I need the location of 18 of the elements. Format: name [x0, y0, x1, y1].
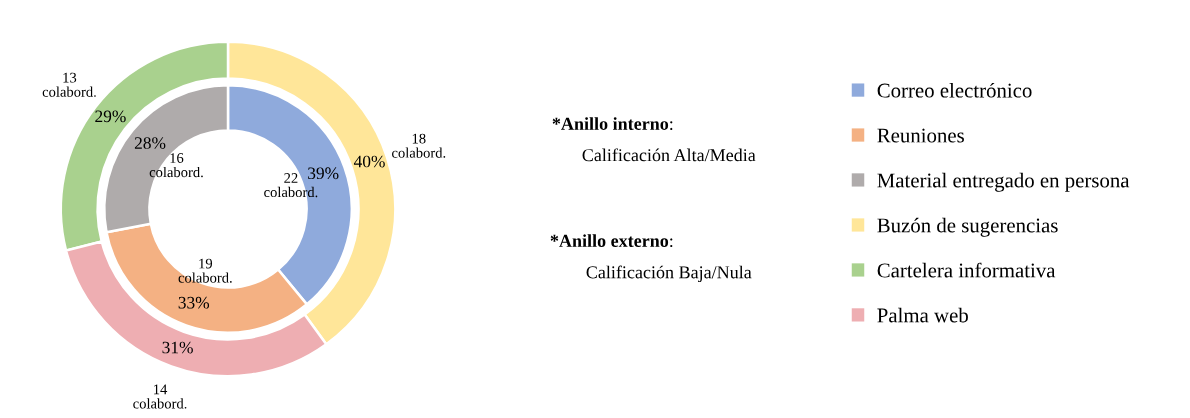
text: 14 colabord. — [133, 384, 187, 409]
data-label: 31% — [162, 341, 193, 354]
text: *Anillo externo: Calificación Baja/Nula — [550, 234, 752, 283]
text: 19 colabord. — [178, 258, 232, 283]
data-label: 28% — [134, 137, 166, 149]
data-label: 33% — [178, 296, 210, 309]
data-label: 29% — [95, 110, 126, 123]
text: 18 colabord. — [392, 133, 446, 158]
text: 16 colabord. — [149, 153, 203, 178]
legend-label: Reuniones — [877, 128, 964, 143]
data-label: 40% — [353, 155, 385, 168]
text: 13 colabord. — [42, 72, 96, 97]
legend-label: Buzón de sugerencias — [877, 217, 1058, 237]
legend-label: Palma web — [877, 307, 968, 323]
text: *Anillo interno: Calificación Alta/Media — [552, 117, 756, 162]
legend-label: Cartelera informativa — [877, 262, 1056, 278]
legend-label: Correo electrónico — [877, 82, 1032, 98]
legend-label: Material entregado en persona — [877, 172, 1130, 192]
